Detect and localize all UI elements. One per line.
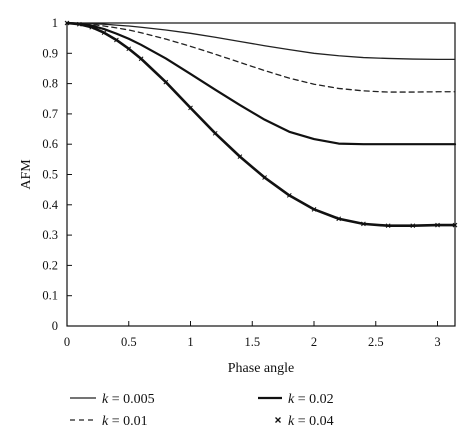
y-tick-label: 0.3 — [42, 228, 58, 242]
y-tick-label: 0 — [52, 319, 58, 333]
legend-label: k = 0.01 — [102, 414, 148, 429]
axes: 0 0.5 1 1.5 2 2.5 3 0 0.1 0.2 0.3 0.4 0.5 0.6 0.7 0.8 0.… — [42, 16, 456, 349]
series-line-2 — [66, 22, 456, 93]
series-4-point — [126, 46, 132, 52]
legend-label: k = 0.02 — [288, 392, 334, 407]
series-line-3 — [65, 21, 457, 146]
series-4-point — [336, 216, 342, 222]
y-tick-label: 1 — [52, 16, 58, 30]
series-4-point — [188, 105, 193, 111]
legend-item-2: k = 0.01 — [70, 414, 148, 429]
y-tick-label: 0.8 — [42, 77, 58, 91]
series-line-1 — [66, 22, 456, 61]
y-tick-label: 0.1 — [42, 289, 58, 303]
series-4-point — [212, 130, 218, 136]
y-tick-label: 0.7 — [42, 107, 58, 121]
legend-item-4: k = 0.04 — [275, 414, 334, 429]
legend: k = 0.005 k = 0.01 k = 0.02 k = 0.04 — [70, 392, 334, 429]
series-4-point — [452, 222, 458, 228]
x-tick-label: 1.5 — [244, 335, 260, 349]
x-tick-label: 0.5 — [121, 335, 137, 349]
x-tick-label: 2.5 — [368, 335, 384, 349]
series-4-point — [101, 30, 107, 36]
legend-item-3: k = 0.02 — [258, 392, 334, 407]
series-4-point — [163, 79, 169, 85]
series-line-4 — [65, 21, 457, 228]
x-tick-label: 1 — [187, 335, 193, 349]
y-tick-label: 0.6 — [42, 137, 58, 151]
series-4-point — [237, 154, 243, 159]
x-tick-label: 2 — [311, 335, 317, 349]
series-4-point — [138, 56, 144, 62]
series-4-point — [361, 221, 366, 227]
series-4-point — [76, 21, 82, 27]
legend-item-1: k = 0.005 — [70, 392, 155, 407]
y-axis-title: AFM — [19, 159, 34, 190]
x-tick-label: 0 — [64, 335, 70, 349]
series-4-point — [286, 193, 292, 198]
series-layer — [64, 20, 458, 229]
series-4-point — [114, 37, 119, 43]
series-4-point — [89, 24, 95, 30]
series-4-point — [64, 20, 70, 26]
x-axis-title: Phase angle — [228, 361, 294, 376]
y-tick-label: 0.2 — [42, 258, 58, 272]
y-tick-label: 0.9 — [42, 46, 58, 60]
series-4-point — [385, 223, 391, 229]
series-4-point — [262, 175, 267, 180]
series-4-point — [435, 222, 440, 228]
x-tick-label: 3 — [434, 335, 440, 349]
y-tick-label: 0.4 — [42, 198, 58, 212]
legend-label: k = 0.04 — [288, 414, 334, 429]
legend-label: k = 0.005 — [102, 392, 155, 407]
y-tick-label: 0.5 — [42, 168, 58, 182]
series-4-point — [410, 223, 416, 229]
series-4-point — [311, 206, 317, 212]
